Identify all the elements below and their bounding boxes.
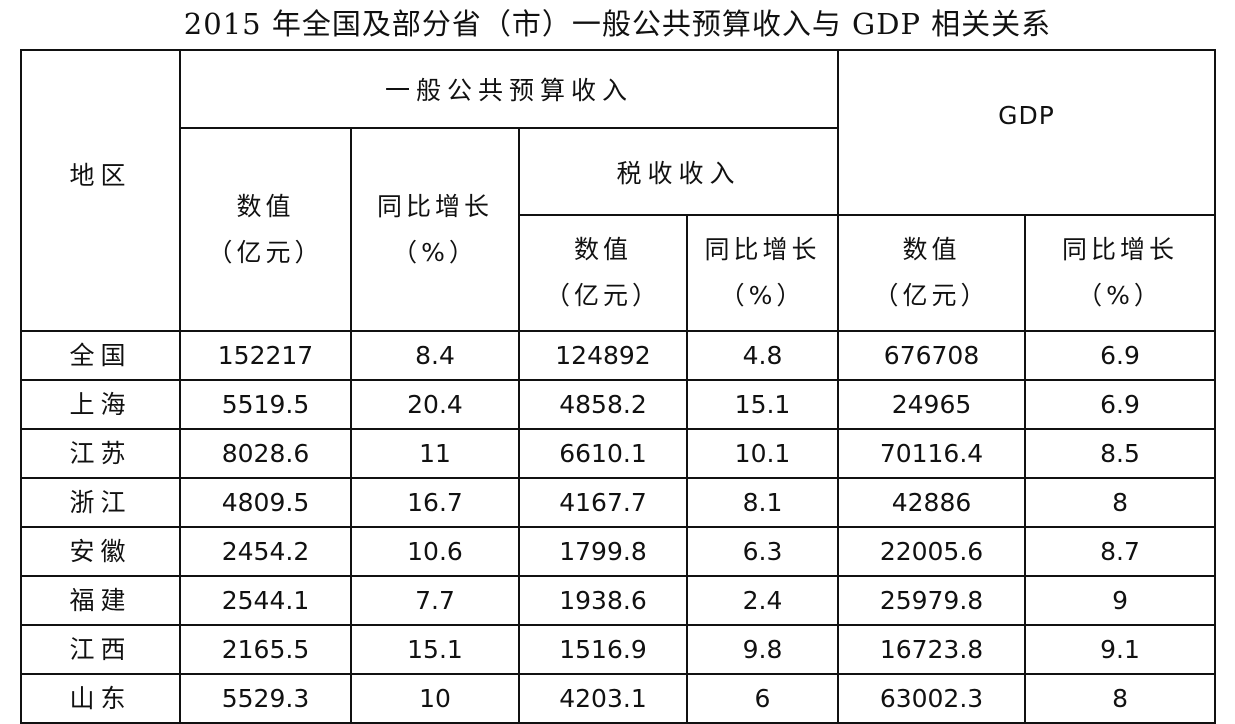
region-cell: 浙江 [20,477,181,528]
tax-value-cell: 1799.8 [518,526,688,577]
budget-growth-cell: 10.6 [350,526,520,577]
tax-value-cell: 4858.2 [518,379,688,430]
budget-gdp-table: 地区 一般公共预算收入 GDP 数值 （亿元） 同比增长 （%） 税收收入 数值… [20,49,1217,724]
tax-growth-cell: 10.1 [685,428,840,479]
gdp-growth-cell: 9 [1024,575,1217,626]
header-region: 地区 [20,49,181,332]
region-cell: 山东 [20,673,181,724]
header-growth-label: 同比增长 [1062,235,1179,264]
page-title: 2015 年全国及部分省（市）一般公共预算收入与 GDP 相关关系 [183,7,1052,41]
table-row: 福建 2544.1 7.7 1938.6 2.4 25979.8 9 [20,575,1217,626]
header-budget-growth: 同比增长 （%） [350,127,520,332]
region-cell: 江苏 [20,428,181,479]
budget-growth-cell: 10 [350,673,520,724]
header-gdp-growth: 同比增长 （%） [1024,214,1217,332]
tax-growth-cell: 4.8 [685,330,840,381]
budget-value-cell: 2454.2 [179,526,352,577]
header-tax-growth: 同比增长 （%） [685,214,840,332]
table-row: 山东 5529.3 10 4203.1 6 63002.3 8 [20,673,1217,724]
budget-value-cell: 5519.5 [179,379,352,430]
budget-value-cell: 8028.6 [179,428,352,479]
gdp-value-cell: 676708 [837,330,1027,381]
tax-growth-cell: 6.3 [685,526,840,577]
budget-value-cell: 5529.3 [179,673,352,724]
region-cell: 安徽 [20,526,181,577]
header-value-unit: （亿元） [544,281,661,310]
header-growth-label: 同比增长 [376,191,493,221]
gdp-value-cell: 42886 [837,477,1027,528]
tax-growth-cell: 9.8 [685,624,840,675]
gdp-growth-cell: 9.1 [1024,624,1217,675]
header-growth-unit: （%） [1077,281,1163,310]
header-value-label: 数值 [902,235,961,264]
header-growth-label: 同比增长 [704,235,821,264]
header-growth-unit: （%） [719,281,806,310]
gdp-value-cell: 24965 [837,379,1027,430]
budget-value-cell: 2165.5 [179,624,352,675]
gdp-growth-cell: 8.7 [1024,526,1217,577]
header-gdp: GDP [837,49,1217,216]
gdp-growth-cell: 6.9 [1024,379,1217,430]
header-value-label: 数值 [573,235,632,264]
header-growth-unit: （%） [392,237,478,267]
header-tax-value: 数值 （亿元） [518,214,688,332]
gdp-growth-cell: 6.9 [1024,330,1217,381]
budget-value-cell: 152217 [179,330,352,381]
gdp-value-cell: 22005.6 [837,526,1027,577]
budget-growth-cell: 20.4 [350,379,520,430]
tax-value-cell: 6610.1 [518,428,688,479]
header-budget-revenue: 一般公共预算收入 [178,49,840,129]
gdp-growth-cell: 8 [1024,477,1217,528]
budget-growth-cell: 16.7 [350,477,520,528]
table-row: 江苏 8028.6 11 6610.1 10.1 70116.4 8.5 [20,428,1217,479]
region-cell: 全国 [20,330,181,381]
tax-growth-cell: 2.4 [685,575,840,626]
tax-value-cell: 1516.9 [518,624,688,675]
table-row: 江西 2165.5 15.1 1516.9 9.8 16723.8 9.1 [20,624,1217,675]
table-row: 浙江 4809.5 16.7 4167.7 8.1 42886 8 [20,477,1217,528]
header-budget-value: 数值 （亿元） [179,127,352,332]
header-gdp-value: 数值 （亿元） [837,214,1027,332]
tax-growth-cell: 8.1 [685,477,840,528]
header-value-label: 数值 [236,191,295,221]
table-row: 上海 5519.5 20.4 4858.2 15.1 24965 6.9 [20,379,1217,430]
budget-growth-cell: 11 [350,428,520,479]
gdp-value-cell: 70116.4 [837,428,1027,479]
gdp-value-cell: 25979.8 [837,575,1027,626]
gdp-growth-cell: 8 [1024,673,1217,724]
header-value-unit: （亿元） [207,237,324,267]
gdp-growth-cell: 8.5 [1024,428,1217,479]
region-cell: 福建 [20,575,181,626]
budget-growth-cell: 15.1 [350,624,520,675]
region-cell: 江西 [20,624,181,675]
tax-value-cell: 124892 [518,330,688,381]
budget-value-cell: 4809.5 [179,477,352,528]
tax-growth-cell: 6 [685,673,840,724]
budget-growth-cell: 8.4 [350,330,520,381]
gdp-value-cell: 63002.3 [837,673,1027,724]
table-row: 安徽 2454.2 10.6 1799.8 6.3 22005.6 8.7 [20,526,1217,577]
tax-value-cell: 4203.1 [518,673,688,724]
header-tax-revenue: 税收收入 [517,127,840,216]
tax-value-cell: 1938.6 [518,575,688,626]
budget-value-cell: 2544.1 [179,575,352,626]
tax-growth-cell: 15.1 [685,379,840,430]
region-cell: 上海 [20,379,181,430]
gdp-value-cell: 16723.8 [837,624,1027,675]
table-row: 全国 152217 8.4 124892 4.8 676708 6.9 [20,330,1217,381]
header-value-unit: （亿元） [873,281,990,310]
budget-growth-cell: 7.7 [350,575,520,626]
tax-value-cell: 4167.7 [518,477,688,528]
